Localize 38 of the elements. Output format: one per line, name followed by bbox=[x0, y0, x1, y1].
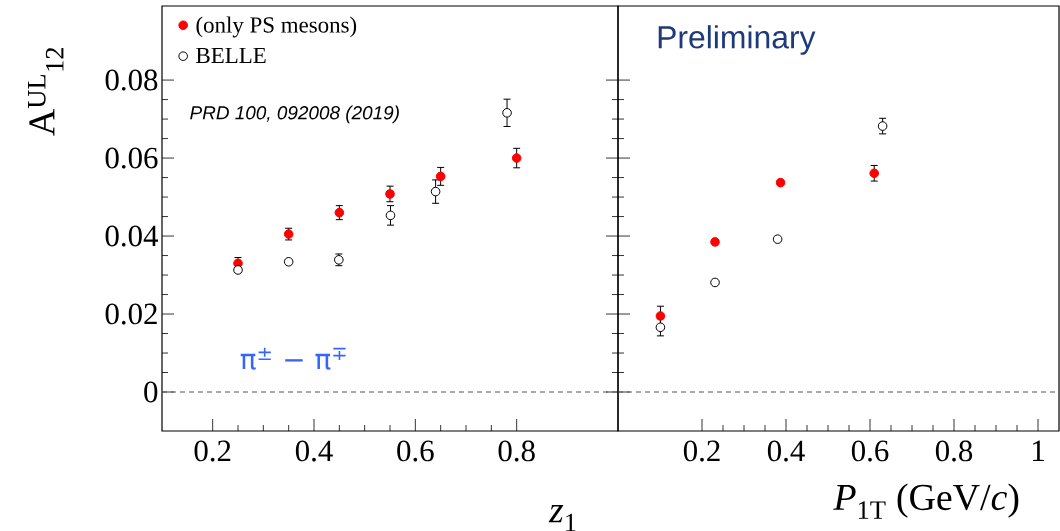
point bbox=[511, 153, 522, 163]
x-tick-label: 0.8 bbox=[498, 440, 535, 462]
point bbox=[385, 210, 396, 221]
y-tick-label: 0.04 bbox=[105, 225, 159, 247]
point bbox=[775, 177, 786, 188]
x-axis-title: z$_{1}$ bbox=[548, 504, 576, 531]
y-tick-label: 0.06 bbox=[105, 147, 158, 169]
legend-label: (only PS mesons) bbox=[196, 16, 357, 38]
point bbox=[233, 265, 243, 275]
point bbox=[385, 189, 395, 199]
point bbox=[655, 322, 666, 333]
point bbox=[283, 256, 294, 267]
x-tick-label: 0.2 bbox=[194, 440, 231, 462]
point bbox=[655, 311, 666, 321]
x-tick-label: 0.8 bbox=[935, 440, 973, 462]
y-tick-label: 0 bbox=[144, 381, 158, 403]
x-tick-label: 0.4 bbox=[767, 440, 805, 462]
y-axis-title: A$^{UL}$12 bbox=[28, 47, 64, 136]
annotation: Preliminary bbox=[658, 25, 816, 55]
annotation: π$^{±}$ − π$^{∓}$ bbox=[240, 347, 346, 370]
y-tick-label: 0.08 bbox=[105, 69, 158, 91]
point bbox=[435, 171, 446, 182]
point bbox=[772, 234, 783, 244]
y-tick-label: 0.02 bbox=[105, 303, 157, 325]
point bbox=[710, 237, 720, 247]
x-tick-label: 0.6 bbox=[851, 440, 889, 462]
point bbox=[430, 186, 441, 197]
point bbox=[502, 108, 512, 118]
point bbox=[877, 121, 888, 131]
legend-label: BELLE bbox=[196, 47, 266, 63]
x-tick-label: 0.4 bbox=[295, 440, 333, 462]
x-tick-label: 0.6 bbox=[397, 440, 434, 462]
x-tick-label: 1 bbox=[1033, 440, 1044, 461]
x-tick-label: 0.2 bbox=[683, 440, 720, 462]
point bbox=[869, 168, 880, 179]
x-axis-title: P$_{1T}$ (GeV/c) bbox=[833, 483, 1019, 519]
annotation: PRD 100, 092008 (2019) bbox=[190, 105, 399, 124]
point bbox=[710, 277, 720, 288]
